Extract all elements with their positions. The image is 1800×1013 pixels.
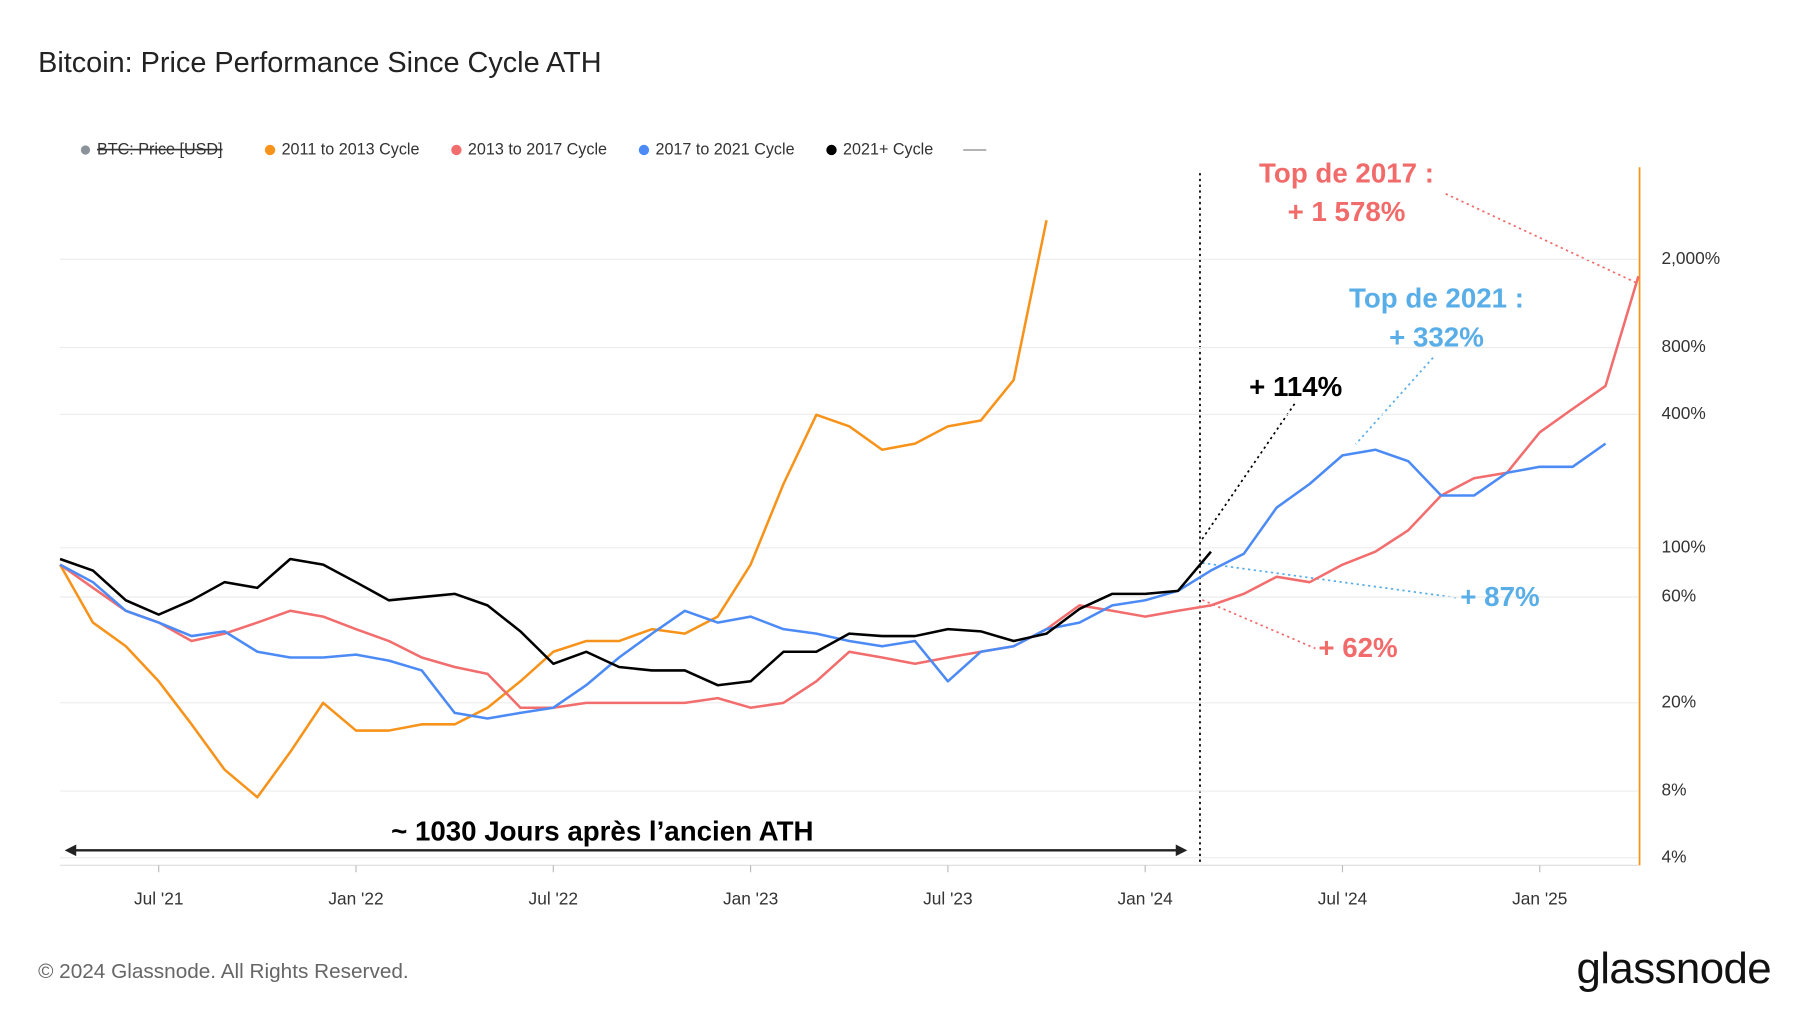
connector: [1201, 599, 1316, 650]
legend-label[interactable]: 2011 to 2013 Cycle: [282, 140, 420, 158]
connectors: [1199, 193, 1637, 650]
legend-label[interactable]: 2013 to 2017 Cycle: [468, 140, 607, 158]
x-tick-label: Jan '23: [723, 888, 778, 908]
connector: [1202, 562, 1457, 599]
annotation: + 114%: [1249, 371, 1342, 402]
y-tick-label: 8%: [1661, 780, 1686, 800]
legend-marker: [80, 145, 91, 155]
x-tick-label: Jan '22: [328, 888, 383, 908]
x-tick-label: Jan '25: [1512, 888, 1567, 908]
y-tick-label: 20%: [1661, 691, 1696, 711]
annotation: + 87%: [1460, 581, 1539, 612]
series-line: [59, 442, 1607, 720]
y-tick-label: 2,000%: [1661, 248, 1720, 268]
x-tick-label: Jul '24: [1318, 888, 1368, 908]
legend-label[interactable]: BTC: Price [USD]: [97, 140, 223, 158]
x-tick-label: Jan '24: [1118, 888, 1174, 908]
annotation: ~ 1030 Jours après l’ancien ATH: [391, 815, 813, 846]
annotation: + 332%: [1389, 322, 1484, 353]
annotation: + 62%: [1318, 632, 1397, 663]
arrow-head: [1175, 844, 1188, 857]
series-line: [59, 550, 1212, 687]
brand: glassnode: [1576, 944, 1771, 993]
chart-title: Bitcoin: Price Performance Since Cycle A…: [38, 47, 601, 79]
x-tick-label: Jul '23: [923, 888, 972, 908]
series-line: [59, 275, 1640, 709]
series-line: [58, 219, 1048, 799]
x-tick-label: Jul '22: [529, 888, 578, 908]
arrow-head: [64, 844, 77, 857]
y-tick-label: 100%: [1661, 536, 1705, 556]
connector: [1445, 193, 1637, 284]
legend-marker: [264, 144, 276, 156]
annotation: Top de 2017 :: [1259, 158, 1434, 189]
annotation: Top de 2021 :: [1349, 282, 1524, 313]
y-tick-label: 400%: [1661, 403, 1705, 423]
legend-marker: [451, 144, 462, 156]
legend-marker: [638, 144, 650, 156]
y-tick-label: 800%: [1661, 336, 1705, 356]
legend-label[interactable]: 2021+ Cycle: [843, 140, 933, 158]
legend-marker: [826, 144, 837, 156]
y-tick-label: 60%: [1661, 586, 1696, 606]
y-tick-label: 4%: [1661, 846, 1686, 866]
connector: [1355, 357, 1434, 445]
annotation: + 1 578%: [1288, 196, 1406, 227]
connector: [1199, 403, 1296, 543]
x-tick-label: Jul '21: [134, 888, 183, 908]
copyright: © 2024 Glassnode. All Rights Reserved.: [38, 960, 409, 983]
range-arrow: [64, 844, 1188, 857]
legend-label[interactable]: 2017 to 2021 Cycle: [655, 140, 794, 158]
